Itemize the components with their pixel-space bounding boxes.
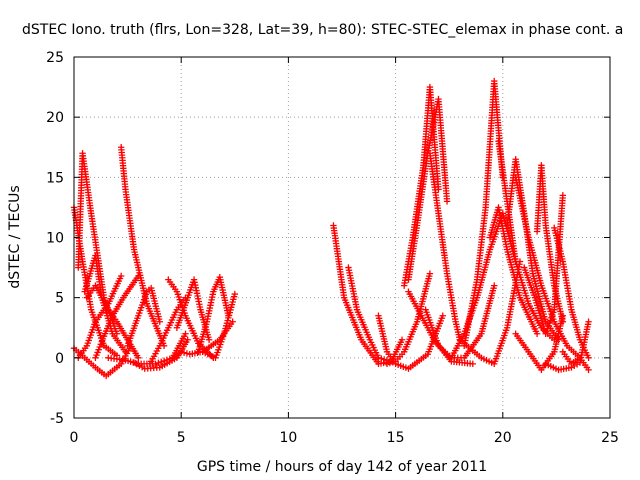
grid-lines (74, 57, 610, 418)
data-point-marker (135, 354, 142, 362)
data-series (199, 290, 238, 362)
data-point-marker (585, 366, 592, 374)
y-axis-label: dSTEC / TECUs (7, 185, 23, 288)
data-point-marker (533, 330, 541, 337)
data-series (422, 282, 498, 362)
x-tick-label: 20 (494, 430, 512, 446)
data-point-marker (375, 354, 382, 362)
data-point-marker (156, 318, 163, 325)
data-point-marker (383, 360, 391, 368)
y-tick-label: 0 (55, 351, 64, 367)
x-tick-label: 0 (70, 430, 79, 446)
data-point-marker (231, 290, 238, 298)
data-point-marker (389, 359, 396, 366)
data-point-marker (469, 360, 476, 368)
data-point-marker (184, 336, 191, 343)
data-series (559, 348, 592, 374)
data-point-marker (426, 270, 434, 277)
data-point-marker (117, 272, 125, 280)
data-series (533, 162, 567, 325)
data-point-marker (439, 312, 446, 319)
y-tick-label: 25 (46, 50, 64, 66)
data-series (542, 318, 592, 374)
data-point-marker (491, 282, 498, 289)
data-series (405, 288, 476, 368)
data-point-marker (122, 348, 129, 356)
data-point-marker (229, 318, 236, 325)
data-point-marker (443, 198, 451, 205)
x-tick-label: 25 (601, 430, 619, 446)
data-point-marker (152, 360, 159, 368)
x-axis-label: GPS time / hours of day 142 of year 2011 (197, 459, 487, 475)
data-point-marker (386, 359, 394, 367)
data-point-marker (585, 354, 592, 362)
data-series (495, 138, 558, 343)
data-point-marker (398, 336, 406, 343)
data-point-marker (585, 318, 592, 325)
axis-ticks: 0 5 10 15 20 25 -5 0 5 10 15 20 25 (46, 50, 619, 446)
x-tick-label: 10 (279, 430, 297, 446)
y-tick-label: 20 (46, 110, 64, 126)
data-point-marker (380, 356, 388, 363)
data-series (486, 204, 541, 337)
data-point-marker (155, 359, 162, 367)
data-point-marker (180, 349, 188, 356)
data-point-marker (178, 348, 185, 356)
data-points (70, 77, 592, 380)
y-tick-label: -5 (50, 411, 64, 427)
y-tick-label: 10 (46, 231, 64, 247)
data-point-marker (378, 355, 385, 362)
data-point-marker (559, 318, 567, 325)
data-series (147, 294, 189, 365)
data-series (173, 276, 213, 343)
data-series (70, 345, 133, 380)
data-series (195, 274, 232, 356)
data-series (124, 284, 163, 349)
y-tick-label: 5 (55, 291, 64, 307)
data-point-marker (182, 330, 189, 337)
x-tick-label: 5 (177, 430, 186, 446)
data-series (345, 264, 391, 364)
data-series (330, 222, 406, 368)
x-tick-label: 15 (387, 430, 405, 446)
data-point-marker (559, 192, 567, 199)
data-series (426, 150, 464, 343)
chart-title: dSTEC Iono. truth (flrs, Lon=328, Lat=39… (22, 22, 623, 38)
data-point-marker (205, 336, 213, 343)
data-point-marker (183, 350, 191, 357)
y-tick-label: 15 (46, 170, 64, 186)
data-point-marker (157, 358, 165, 366)
data-series (92, 272, 142, 362)
data-series (405, 95, 451, 283)
